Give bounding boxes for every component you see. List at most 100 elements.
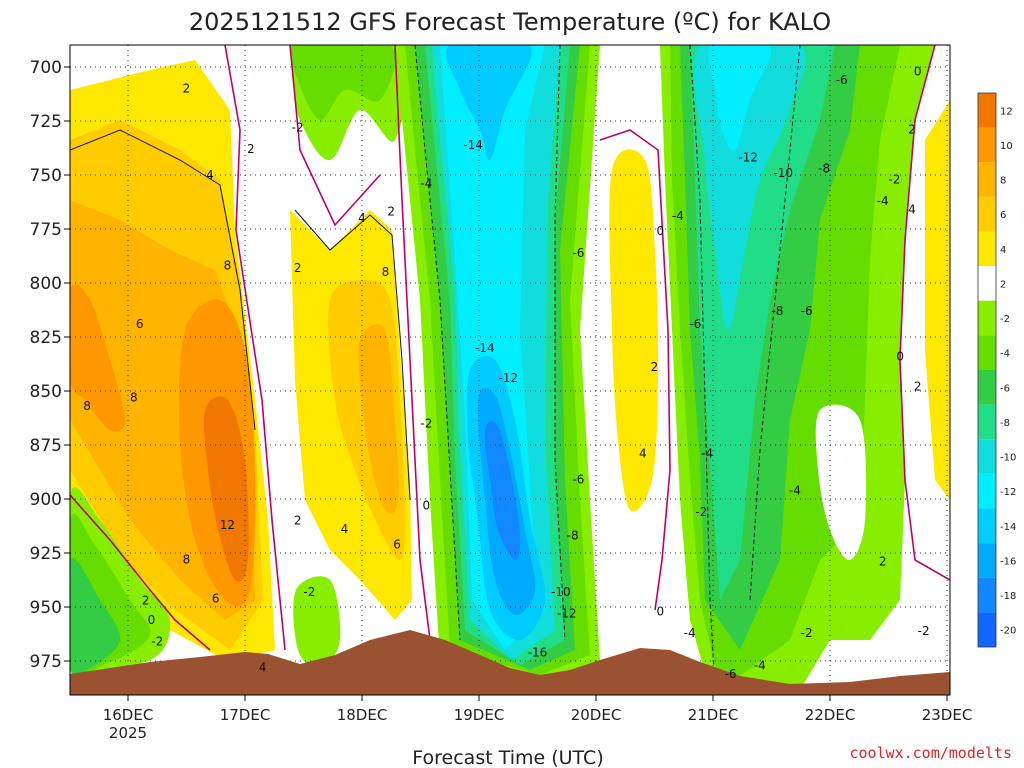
contour-line [394, 45, 431, 641]
contour-label: -2 [151, 635, 163, 649]
contour-label: 0 [914, 64, 922, 78]
contour-line [554, 45, 566, 641]
x-tick-label: 20DEC [571, 706, 622, 724]
contour-label: 6 [212, 591, 220, 605]
contour-line [414, 45, 461, 641]
colorbar-label: -6 [1000, 383, 1010, 394]
colorbar-swatch [978, 508, 996, 544]
plot-area: 2 -2 4 2 8 6 8 8 12 8 6 2 0 -2 4 2 4 2 8 2 4 6 -2 -4 -2 0 -14 -14 -1… [70, 45, 950, 695]
contour-label: -4 [789, 483, 801, 497]
contour-label: -6 [725, 667, 737, 681]
contour-label: 8 [224, 259, 232, 273]
colorbar-swatch [978, 473, 996, 509]
colorbar-swatch [978, 93, 996, 128]
colorbar-label: 10 [1000, 141, 1013, 152]
y-tick-label: 925 [30, 544, 62, 564]
temperature-region [708, 45, 772, 151]
y-tick-label: 950 [30, 598, 62, 618]
y-tick-label: 850 [30, 382, 62, 402]
colorbar-label: -12 [1000, 487, 1016, 498]
contour-label: 0 [148, 613, 156, 627]
contour-label: 8 [83, 399, 91, 413]
contour-label: 2 [294, 514, 302, 528]
colorbar-swatch [978, 196, 996, 232]
contour-label: 8 [130, 390, 138, 404]
temperature-region [70, 284, 125, 432]
contour-line [294, 209, 411, 501]
y-tick-label: 975 [30, 652, 62, 672]
contour-label: 0 [423, 498, 431, 512]
colorbar-swatch [978, 439, 996, 474]
contour-label: -8 [771, 304, 783, 318]
temperature-region [445, 45, 532, 161]
grid-lines [70, 45, 950, 695]
contour-label: -14 [463, 138, 483, 152]
contour-label: 2 [387, 205, 395, 219]
contour-label: 2 [908, 123, 916, 137]
contour-label: -2 [801, 626, 813, 640]
colorbar-label: -14 [1000, 522, 1016, 533]
y-axis: 700 725 750 775 800 825 850 875 900 925 950 975 [30, 58, 70, 672]
contour-label: -2 [420, 416, 432, 430]
colorbar-swatch [978, 266, 996, 301]
colorbar-label: -2 [1000, 314, 1010, 325]
contour-label: 4 [358, 211, 366, 225]
colorbar: 12 10 8 6 4 2 -2 -4 -6 -8 -10 -12 -14 -16 -18 -20 [977, 92, 1016, 648]
colorbar-label: 12 [1000, 106, 1013, 117]
temperature-region [293, 576, 341, 669]
contour-label: 2 [142, 594, 150, 608]
contour-label: 8 [183, 552, 191, 566]
contour-line [899, 45, 950, 581]
contour-line [70, 129, 256, 431]
colorbar-swatch [978, 370, 996, 405]
x-tick-label: 17DEC [220, 706, 271, 724]
colorbar-swatch [978, 404, 996, 440]
contour-lines [70, 45, 950, 691]
temperature-region [925, 100, 950, 500]
contour-label: -4 [754, 658, 766, 672]
colorbar-swatch [978, 162, 996, 197]
contour-line [599, 129, 671, 611]
source-credit: coolwx.com/modelts [849, 744, 1012, 762]
contour-label: -12 [557, 606, 577, 620]
y-tick-label: 875 [30, 436, 62, 456]
colorbar-border [977, 92, 997, 648]
contour-label: 2 [247, 142, 255, 156]
colorbar-label: -20 [1000, 626, 1016, 637]
x-tick-label: 19DEC [454, 706, 505, 724]
contour-label: 0 [657, 604, 665, 618]
y-tick-label: 775 [30, 220, 62, 240]
x-tick-label: 23DEC [922, 706, 973, 724]
contour-label: -14 [475, 341, 495, 355]
temperature-region [484, 421, 521, 561]
y-tick-label: 725 [30, 112, 62, 132]
colorbar-swatch [978, 577, 996, 613]
y-tick-label: 800 [30, 274, 62, 294]
colorbar-swatch [978, 231, 996, 267]
contour-label: -10 [551, 585, 571, 599]
colorbar-swatch [978, 543, 996, 578]
x-tick-label: 16DEC [103, 706, 154, 724]
contour-label: 12 [220, 518, 235, 532]
colorbar-label: -4 [1000, 349, 1010, 360]
x-tick-label: 18DEC [337, 706, 388, 724]
contour-label: -6 [572, 246, 584, 260]
contour-label: 6 [136, 317, 144, 331]
contour-label: 0 [657, 224, 665, 238]
temperature-region [358, 324, 399, 514]
colorbar-label: 4 [1000, 245, 1006, 256]
y-tick-label: 825 [30, 328, 62, 348]
contour-line [70, 494, 211, 651]
temperature-region [203, 396, 249, 582]
colorbar-swatch [978, 335, 996, 370]
chart-title: 2025121512 GFS Forecast Temperature (ºC)… [189, 8, 831, 36]
contour-label: -4 [420, 177, 432, 191]
temperature-region [288, 45, 396, 121]
contour-label: -10 [773, 166, 793, 180]
terrain [70, 630, 950, 695]
colorbar-label: 6 [1000, 210, 1006, 221]
contour-label: -2 [888, 172, 900, 186]
contour-label: 2 [183, 82, 191, 96]
